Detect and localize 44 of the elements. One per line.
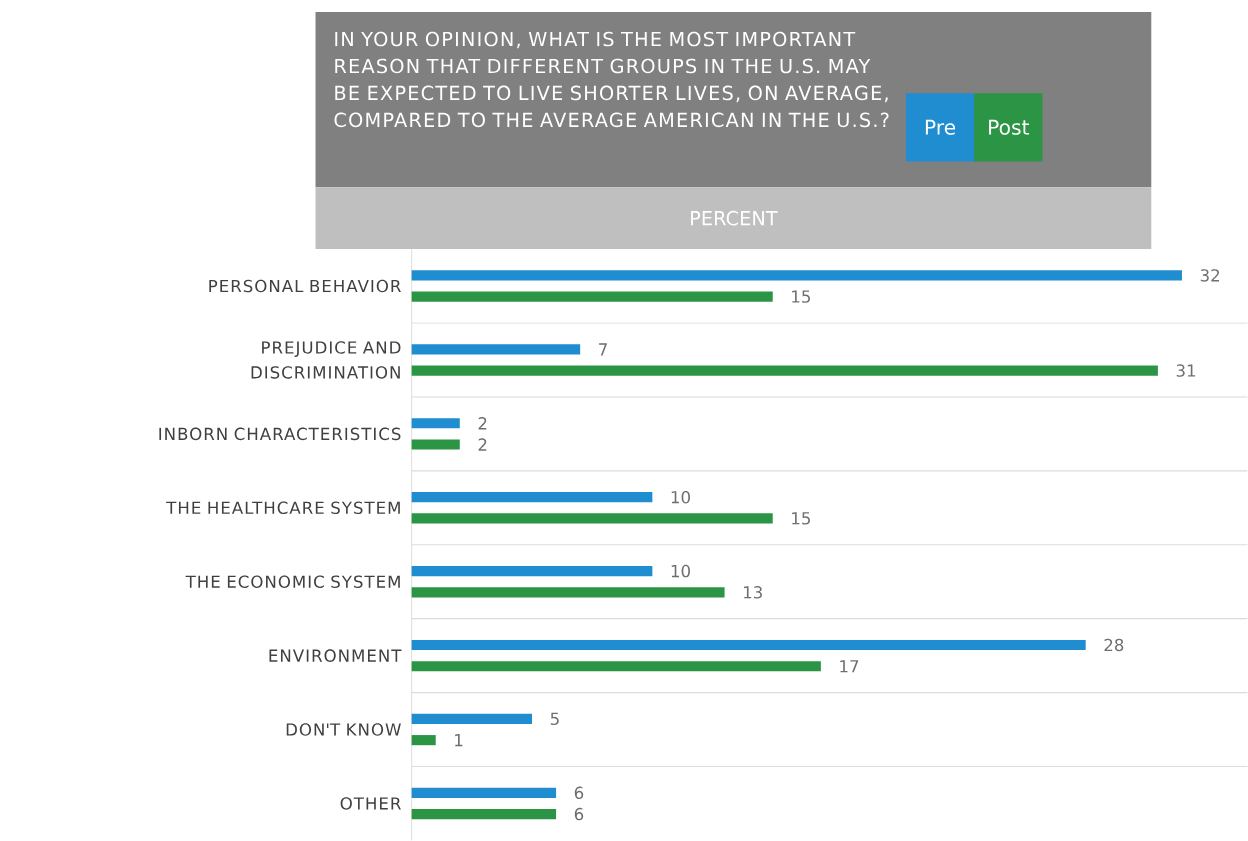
bar (411, 661, 821, 672)
bar (411, 787, 557, 799)
bar (411, 587, 725, 598)
data-label: 28 (1104, 638, 1124, 652)
bar (411, 640, 1086, 651)
bar (411, 713, 533, 725)
bar (411, 418, 460, 429)
y-tick-label: THE HEALTHCARE SYSTEM (166, 501, 400, 515)
data-label: 2 (478, 417, 487, 430)
data-label: 15 (792, 512, 810, 525)
data-label: 6 (574, 786, 584, 800)
chart-title: IN YOUR OPINION, WHAT IS THE MOST IMPORTANT REASON THAT DIFFERENT GROUPS IN THE U.S. MAY BE EXPECTED TO LIVE SHORTER LIVES, ON AVERAGE, COMPARED TO THE AVERAGE AMERICAN IN THE U.S.? (334, 31, 889, 128)
data-label: 31 (1176, 364, 1196, 377)
data-label: 1 (455, 734, 463, 747)
data-label: 5 (550, 712, 559, 726)
text: Pre (925, 119, 956, 135)
bar (411, 809, 557, 820)
y-tick-label: THE ECONOMIC SYSTEM (185, 575, 400, 589)
data-label: 17 (840, 660, 859, 673)
data-label: 10 (671, 491, 690, 504)
y-tick-label: INBORN CHARACTERISTICS (159, 427, 401, 441)
data-label: 7 (599, 343, 607, 356)
data-label: 2 (478, 438, 487, 451)
y-tick-label: DON'T KNOW (286, 723, 401, 736)
bar (411, 270, 1182, 281)
bar (411, 291, 773, 302)
data-label: 15 (792, 290, 810, 303)
bar (411, 566, 653, 577)
bar (411, 365, 1158, 376)
bar (411, 513, 773, 524)
data-label: 32 (1200, 269, 1220, 282)
data-label: 6 (574, 807, 584, 821)
bar (411, 439, 460, 450)
bar (411, 735, 436, 746)
y-tick-label: ENVIRONMENT (269, 649, 402, 662)
bar (411, 492, 653, 503)
y-tick-label: PERSONAL BEHAVIOR (209, 279, 401, 293)
y-tick-label: PREJUDICE AND DISCRIMINATION (251, 341, 401, 379)
text: PERCENT (691, 210, 778, 226)
text: Post (989, 119, 1030, 135)
data-label: 13 (744, 586, 762, 599)
data-label: 10 (671, 564, 690, 578)
y-tick-label: OTHER (340, 797, 401, 810)
bar (411, 344, 581, 355)
